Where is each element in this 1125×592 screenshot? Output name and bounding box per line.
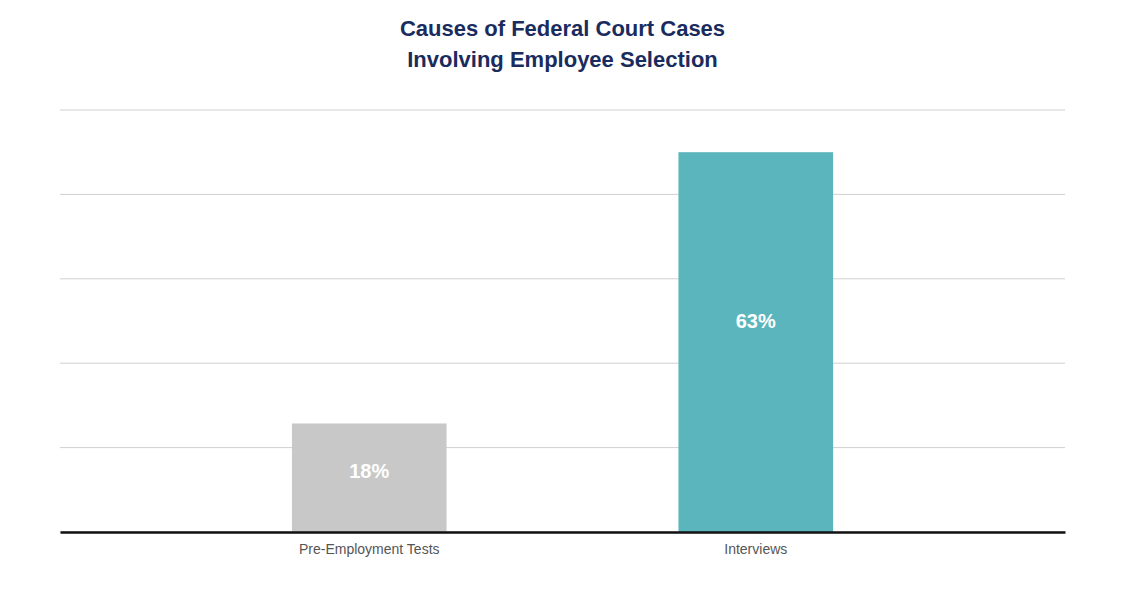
grid-line [60, 278, 1065, 279]
chart-title: Causes of Federal Court Cases Involving E… [400, 16, 725, 72]
plot-area: Pre-Employment Tests Interviews 18% 63% [60, 110, 1066, 557]
x-tick: Interviews [724, 532, 787, 557]
grid [60, 110, 1065, 532]
grid-line [60, 532, 1065, 533]
grid-line [60, 363, 1065, 364]
chart-svg: Causes of Federal Court Cases Involving E… [0, 0, 1125, 592]
x-tick-label: Interviews [724, 541, 787, 557]
grid-line [60, 447, 1065, 448]
chart-container: Causes of Federal Court Cases Involving E… [0, 0, 1125, 592]
data-labels: 18% 63% [349, 310, 776, 481]
x-axis-line [61, 531, 1066, 534]
data-label: 18% [349, 460, 389, 482]
grid-line [60, 194, 1065, 195]
x-tick: Pre-Employment Tests [299, 532, 440, 557]
chart-title-line: Involving Employee Selection [407, 47, 718, 72]
chart-title-line: Causes of Federal Court Cases [400, 16, 725, 41]
bars [292, 152, 833, 532]
bar [678, 152, 833, 532]
grid-line [60, 110, 1065, 111]
x-tick-label: Pre-Employment Tests [299, 541, 440, 557]
x-axis: Pre-Employment Tests Interviews [61, 532, 1066, 557]
bar [292, 423, 447, 532]
data-label: 63% [736, 310, 776, 332]
